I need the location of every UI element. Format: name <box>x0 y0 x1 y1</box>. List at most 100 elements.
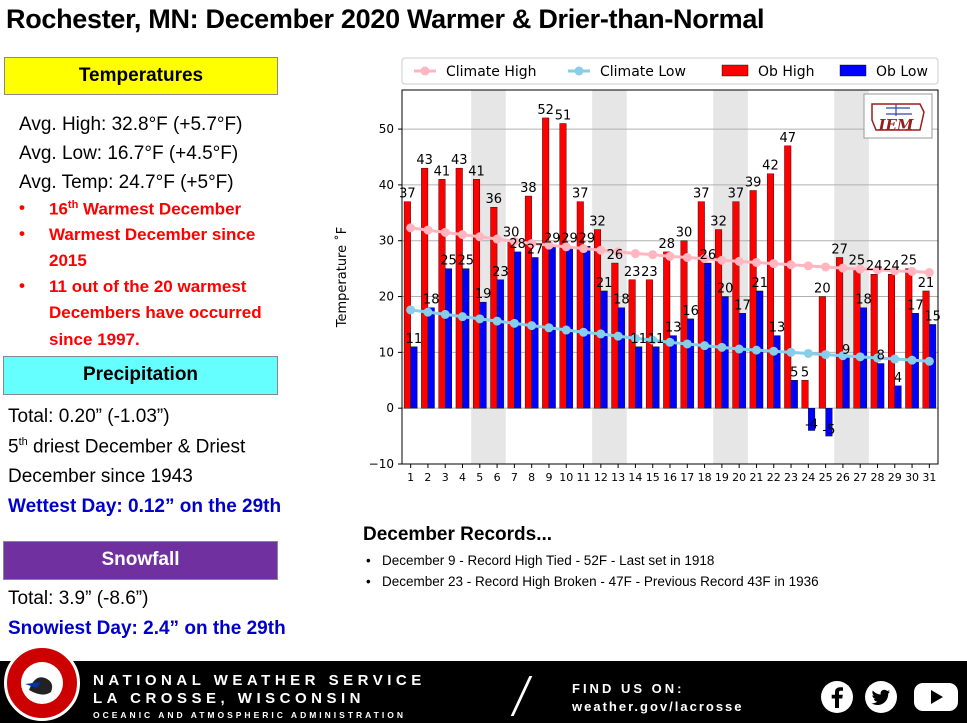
ob-high-bar <box>628 279 636 409</box>
climate-high-point <box>648 250 658 260</box>
climate-high-point <box>682 252 692 262</box>
legend-marker <box>574 66 584 76</box>
ob-low-label: 5 <box>790 365 798 380</box>
temperature-chart: 3711431841254325411936233028382752295129… <box>334 57 941 484</box>
climate-high-point <box>700 254 710 264</box>
ob-low-bar <box>790 380 798 409</box>
bullet-dot: • <box>19 276 25 295</box>
ob-low-bar <box>687 318 695 409</box>
ob-low-label: 4 <box>894 371 902 386</box>
x-tick-label: 14 <box>628 471 642 484</box>
x-tick-label: 30 <box>905 471 919 484</box>
ob-high-label: 30 <box>503 226 520 241</box>
x-tick-label: 28 <box>870 471 884 484</box>
ob-high-bar <box>524 195 532 409</box>
climate-low-point <box>440 309 450 319</box>
ob-low-bar <box>617 307 625 409</box>
twitter-icon[interactable] <box>864 680 898 714</box>
x-tick-label: 26 <box>836 471 850 484</box>
ob-high-label: 20 <box>814 282 831 297</box>
legend-box <box>401 57 939 85</box>
climate-low-point <box>630 333 640 343</box>
climate-high-point <box>509 236 519 246</box>
record-item: • December 9 - Record High Tied - 52F - … <box>366 553 715 568</box>
youtube-icon[interactable] <box>912 680 960 714</box>
ob-high-label: 32 <box>589 215 606 230</box>
ob-high-bar <box>559 123 567 409</box>
ob-low-label: 13 <box>769 321 786 336</box>
footer-subtitle: OCEANIC AND ATMOSPHERIC ADMINISTRATION <box>93 710 406 720</box>
ob-high-label: 42 <box>762 159 779 174</box>
x-tick-label: 23 <box>784 471 798 484</box>
ob-low-bar <box>721 296 729 409</box>
ob-low-bar <box>496 279 504 409</box>
y-tick-label: −10 <box>369 457 394 471</box>
ob-high-label: 30 <box>676 226 693 241</box>
ob-low-bar <box>842 357 850 409</box>
climate-low-point <box>509 318 519 328</box>
snow-total: Total: 3.9” (-8.6”) <box>8 588 149 609</box>
climate-low-point <box>769 346 779 356</box>
ob-low-label: 18 <box>423 293 440 308</box>
climate-low-point <box>838 351 848 361</box>
legend-bar-swatch <box>721 64 749 77</box>
climate-high-point <box>838 263 848 273</box>
climate-high-point <box>561 242 571 252</box>
ob-high-bar <box>455 167 463 409</box>
ob-low-bar <box>652 346 660 409</box>
ob-low-label: 29 <box>579 231 596 246</box>
ob-low-label: 15 <box>924 309 941 324</box>
ob-high-label: 39 <box>745 175 762 190</box>
legend-label: Ob Low <box>876 64 928 80</box>
climate-high-point <box>769 259 779 269</box>
x-tick-label: 21 <box>749 471 763 484</box>
ob-low-bar <box>427 307 435 409</box>
ob-low-bar <box>773 335 781 409</box>
climate-high-point <box>872 265 882 275</box>
ob-low-label: 28 <box>509 237 526 252</box>
ob-low-label: 11 <box>406 332 423 347</box>
y-tick-label: 40 <box>379 178 394 192</box>
precip-total: Total: 0.20” (-1.03”) <box>8 406 170 427</box>
bullet-dot: • <box>19 224 25 243</box>
ob-high-label: 5 <box>801 365 809 380</box>
y-tick-label: 30 <box>379 234 394 248</box>
ob-high-label: 52 <box>537 103 554 118</box>
ob-high-label: 28 <box>658 237 675 252</box>
ob-high-bar <box>836 257 844 409</box>
climate-high-point <box>423 225 433 235</box>
ob-low-bar <box>462 268 470 409</box>
x-tick-label: 2 <box>424 471 431 484</box>
climate-low-point <box>648 335 658 345</box>
ob-high-bar <box>749 190 757 409</box>
climate-high-point <box>907 266 917 276</box>
ob-low-label: 11 <box>630 332 647 347</box>
climate-low-point <box>544 323 554 333</box>
ob-low-label: 29 <box>561 231 578 246</box>
ob-low-bar <box>410 346 418 409</box>
precipitation-header: Precipitation <box>3 356 278 395</box>
bullet-dot: • <box>19 198 25 217</box>
snowiest-day: Snowiest Day: 2.4” on the 29th <box>8 618 286 639</box>
x-tick-label: 24 <box>801 471 815 484</box>
record-item: • December 23 - Record High Broken - 47F… <box>366 574 819 589</box>
climate-high-point <box>855 264 865 274</box>
ob-high-label: 27 <box>831 242 848 257</box>
x-tick-label: 20 <box>732 471 746 484</box>
ob-high-label: 23 <box>641 265 658 280</box>
x-tick-label: 4 <box>459 471 466 484</box>
climate-high-point <box>890 266 900 276</box>
ob-low-label: 17 <box>734 298 751 313</box>
climate-high-point <box>717 255 727 265</box>
ob-low-bar <box>514 251 522 409</box>
climate-low-point <box>682 339 692 349</box>
ob-low-label: 9 <box>842 343 850 358</box>
x-tick-label: 7 <box>511 471 518 484</box>
x-tick-label: 27 <box>853 471 867 484</box>
climate-low-point <box>665 337 675 347</box>
x-tick-label: 29 <box>888 471 902 484</box>
footer-url[interactable]: weather.gov/lacrosse <box>572 699 744 714</box>
facebook-icon[interactable] <box>820 680 854 714</box>
ob-high-label: 26 <box>607 248 624 263</box>
climate-high-point <box>406 223 416 233</box>
